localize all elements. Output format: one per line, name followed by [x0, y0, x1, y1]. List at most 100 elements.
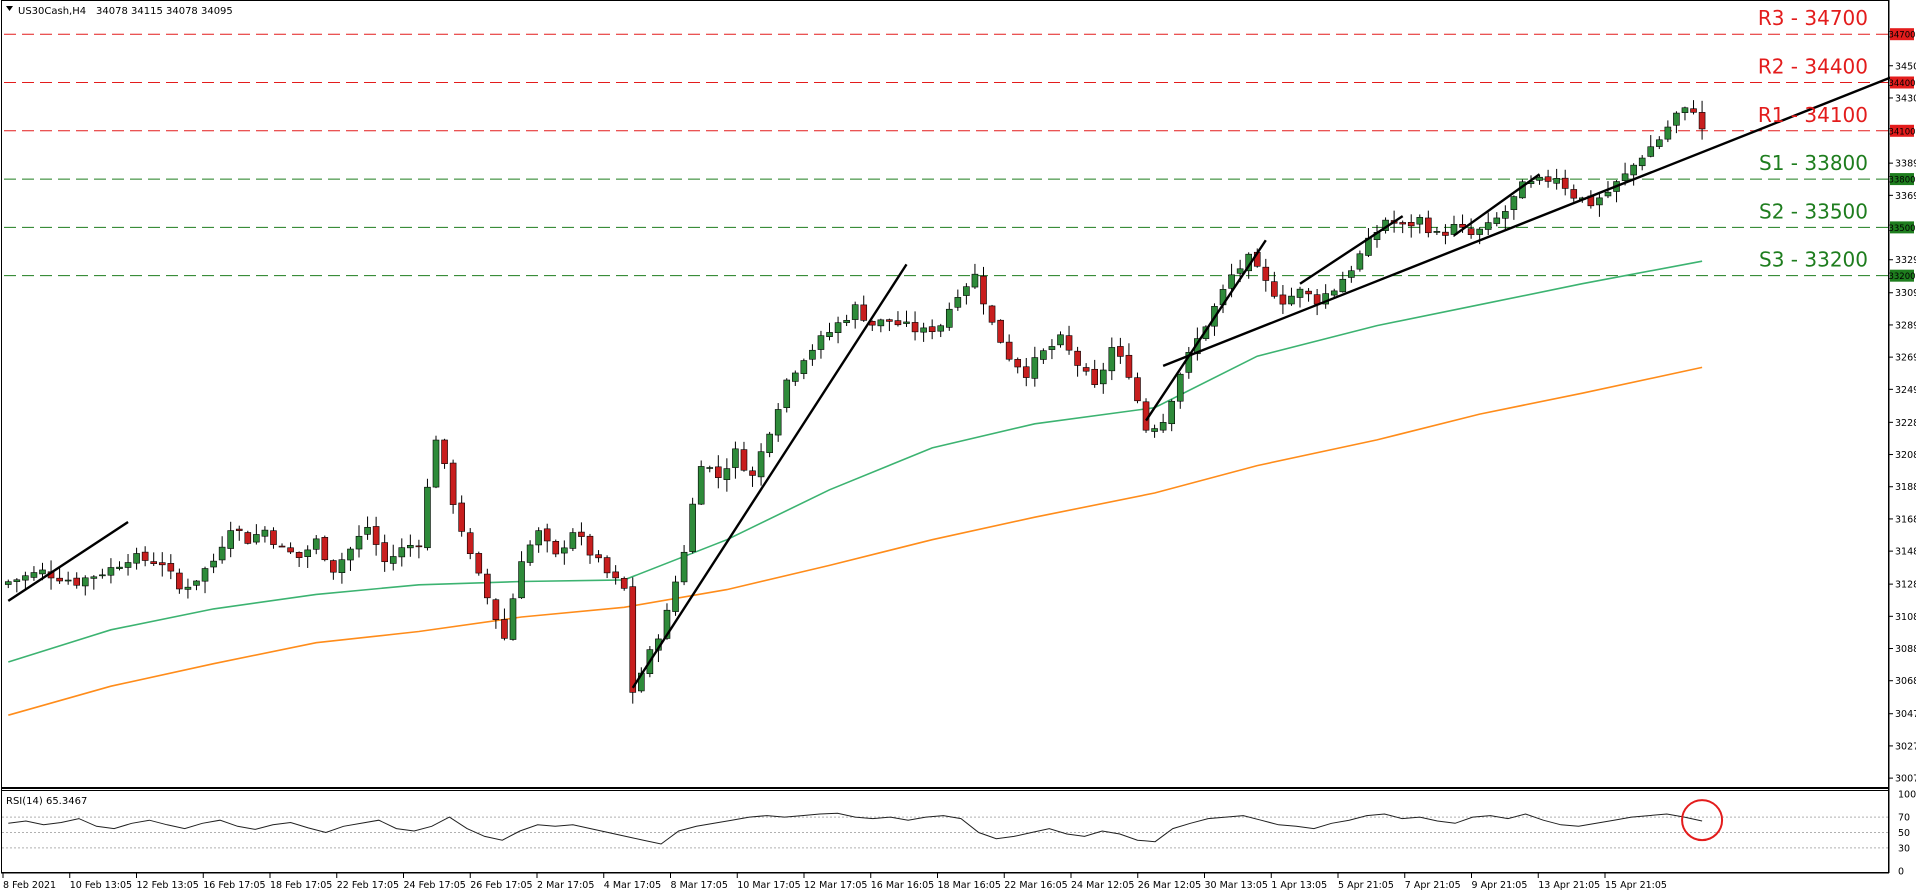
candle-body	[552, 541, 560, 555]
candle-body	[1262, 266, 1270, 281]
candle-body	[757, 451, 765, 478]
candle-body	[1014, 359, 1022, 368]
candle-body	[1570, 189, 1578, 199]
level-price-tag-text: 34100	[1888, 127, 1915, 137]
trendline	[1145, 239, 1267, 422]
candle-body	[672, 581, 679, 612]
candle-body	[381, 542, 388, 563]
candle-body	[817, 335, 825, 350]
price-tick-label: 30279	[1895, 741, 1916, 752]
candle-body	[398, 547, 406, 558]
triangle-down-icon[interactable]	[6, 6, 13, 11]
candle-body	[1288, 295, 1295, 305]
price-tick-label: 32694	[1895, 353, 1916, 364]
candle-body	[287, 547, 294, 553]
level-price-tag	[1890, 28, 1914, 41]
level-label: R1 - 34100	[1758, 103, 1868, 127]
candle-body	[355, 535, 363, 550]
ohlc-values: 34078 34115 34078 34095	[96, 6, 233, 17]
candle-body	[184, 586, 192, 590]
candle-body	[988, 305, 996, 323]
candle-body	[1433, 231, 1441, 233]
candle-body	[64, 579, 72, 582]
candle-body	[843, 320, 850, 323]
level-price-tag-text: 33800	[1888, 176, 1915, 186]
rsi-line	[8, 812, 1703, 845]
candle-body	[364, 526, 371, 535]
trendline	[1162, 76, 1891, 367]
candle-body	[193, 580, 200, 586]
candle-body	[518, 561, 525, 599]
price-tick-label: 33899	[1895, 159, 1916, 170]
candle-body	[920, 327, 927, 333]
candle-body	[997, 319, 1004, 343]
candle-body	[107, 567, 115, 576]
candle-body	[235, 528, 243, 531]
rsi-highlight-circle	[1681, 799, 1724, 842]
candle-body	[1134, 377, 1141, 402]
candle-body	[1271, 281, 1278, 297]
rsi-tick-label: 100	[1898, 790, 1916, 801]
time-tick-label: 12 Feb 13:05	[137, 880, 199, 891]
candle-body	[22, 575, 29, 581]
candle-body	[834, 322, 842, 333]
candle-body	[1442, 231, 1449, 236]
time-axis: 8 Feb 2021 10 Feb 13:05 12 Feb 13:05 16 Feb…	[2, 873, 1667, 891]
price-tick-label: 31489	[1895, 547, 1916, 558]
candle-body	[1074, 350, 1081, 366]
candle-body	[971, 273, 979, 288]
support-resistance-lines	[4, 33, 1888, 277]
candle-body	[441, 439, 448, 464]
candle-body	[475, 553, 483, 574]
price-tick-label: 32494	[1895, 385, 1916, 396]
candle-body	[218, 546, 226, 561]
candle-body	[535, 530, 542, 546]
rsi-tick-label: 50	[1898, 828, 1910, 839]
level-price-tag	[1890, 124, 1914, 137]
candle-body	[1621, 173, 1629, 181]
level-price-tag	[1890, 221, 1914, 234]
candle-body	[1553, 178, 1560, 184]
candle-body	[1536, 176, 1543, 181]
candle-body	[774, 409, 782, 436]
candle-body	[1022, 366, 1030, 378]
candle-body	[903, 321, 910, 324]
time-tick-label: 18 Feb 17:05	[270, 880, 332, 891]
candle-body	[407, 545, 414, 549]
candle-body	[1125, 354, 1133, 378]
level-price-tag-text: 34400	[1888, 79, 1915, 89]
candle-body	[783, 379, 791, 408]
level-price-tag-text: 34700	[1888, 31, 1915, 41]
time-tick-label: 16 Mar 16:05	[871, 880, 934, 891]
rsi-label: RSI(14) 65.3467	[6, 796, 87, 807]
candle-body	[928, 326, 936, 333]
level-label: R3 - 34700	[1758, 6, 1868, 30]
candle-body	[39, 569, 46, 575]
candle-body	[141, 551, 149, 561]
time-tick-label: 2 Mar 17:05	[537, 880, 594, 891]
candle-body	[1544, 176, 1552, 182]
candle-body	[458, 502, 465, 532]
candle-body	[954, 297, 962, 308]
candle-body	[1159, 422, 1167, 431]
moving-average-line	[8, 366, 1703, 716]
candle-body	[133, 553, 140, 564]
time-tick-label: 5 Apr 21:05	[1338, 880, 1394, 891]
candle-body	[1484, 222, 1492, 230]
candle-body	[244, 532, 252, 544]
level-label: S1 - 33800	[1759, 151, 1868, 175]
candle-body	[561, 547, 568, 554]
candle-body	[167, 563, 175, 572]
candle-body	[1407, 222, 1415, 227]
candle-body	[1040, 350, 1047, 360]
chart-header: US30Cash,H4 34078 34115 34078 34095 RSI(…	[6, 6, 233, 807]
price-tick-label: 34504	[1895, 61, 1916, 72]
time-tick-label: 10 Feb 13:05	[70, 880, 132, 891]
candle-body	[1031, 357, 1039, 379]
candle-body	[826, 332, 833, 337]
candle-body	[1279, 294, 1287, 305]
time-tick-label: 22 Feb 17:05	[337, 880, 399, 891]
candle-body	[509, 598, 517, 640]
candle-body	[894, 320, 902, 326]
